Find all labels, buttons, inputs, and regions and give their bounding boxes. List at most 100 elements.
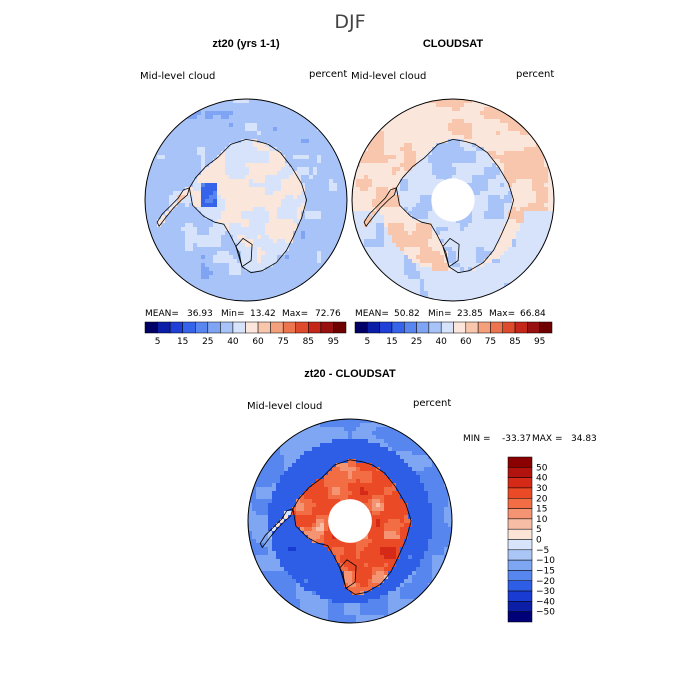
field-cell [297,211,302,216]
field-cell [452,127,457,132]
field-cell [488,167,493,172]
field-cell [364,227,369,232]
field-cell [265,135,270,140]
field-cell [201,135,206,140]
field-cell [352,479,357,484]
field-cell [380,163,385,168]
field-cell [201,155,206,160]
field-cell [376,235,381,240]
field-cell [297,227,302,232]
field-cell [348,443,353,448]
field-cell [261,211,266,216]
field-cell [424,279,429,284]
field-cell [233,111,238,116]
field-cell [297,267,302,272]
field-cell [396,199,401,204]
field-cell [388,195,393,200]
field-cell [169,255,174,260]
field-cell [249,275,254,280]
field-cell [552,191,554,196]
field-cell [288,455,293,460]
field-cell [528,179,533,184]
field-cell [329,147,334,152]
field-cell [320,435,325,440]
field-cell [392,239,397,244]
field-cell [440,235,445,240]
field-cell [317,207,322,212]
field-cell [404,463,409,468]
field-cell [281,291,286,296]
field-cell [256,467,261,472]
field-cell [217,183,222,188]
field-cell [233,215,238,220]
field-cell [261,203,266,208]
field-cell [193,175,198,180]
field-cell [185,147,190,152]
field-cell [237,199,242,204]
colorbar-swatch [308,321,322,334]
field-cell [372,167,377,172]
field-cell [512,255,517,260]
field-cell [277,119,282,124]
field-cell [289,159,294,164]
field-cell [145,211,150,216]
panel-cloudsat: CLOUDSAT Mid-level cloud percent MEAN= 5… [351,38,555,347]
field-cell [225,187,230,192]
field-cell [408,183,413,188]
field-cell [257,147,262,152]
field-cell [181,219,186,224]
field-cell [269,167,274,172]
field-cell [209,175,214,180]
field-cell [229,295,234,300]
field-cell [265,211,270,216]
field-cell [424,291,429,296]
field-cell [317,211,322,216]
field-cell [464,239,469,244]
field-cell [384,179,389,184]
field-cell [265,231,270,236]
field-cell [177,231,182,236]
field-cell [472,135,477,140]
field-cell [185,227,190,232]
field-cell [169,131,174,136]
field-cell [500,127,505,132]
field-cell [536,231,541,236]
field-cell [173,231,178,236]
field-cell [165,231,170,236]
field-cell [324,479,329,484]
field-cell [217,235,222,240]
field-cell [217,159,222,164]
field-cell [476,171,481,176]
field-cell [313,223,318,228]
field-cell [464,251,469,256]
field-cell [532,263,537,268]
field-cell [448,291,453,296]
field-cell [281,275,286,280]
field-cell [512,259,517,264]
field-cell [265,167,270,172]
field-cell [536,175,541,180]
field-cell [304,471,309,476]
field-cell [293,207,298,212]
field-cell [400,435,405,440]
field-cell [544,183,549,188]
field-cell [328,447,333,452]
field-cell [460,235,465,240]
field-cell [396,223,401,228]
field-cell [416,271,421,276]
field-cell [229,187,234,192]
field-cell [261,167,266,172]
field-cell [460,291,465,296]
field-cell [185,131,190,136]
field-cell [257,275,262,280]
field-cell [528,231,533,236]
field-cell [333,143,338,148]
field-cell [504,123,509,128]
field-cell [305,243,310,248]
field-cell [392,443,397,448]
field-cell [488,291,493,296]
field-cell [177,123,182,128]
field-cell [468,151,473,156]
field-cell [368,163,373,168]
field-cell [221,291,226,296]
